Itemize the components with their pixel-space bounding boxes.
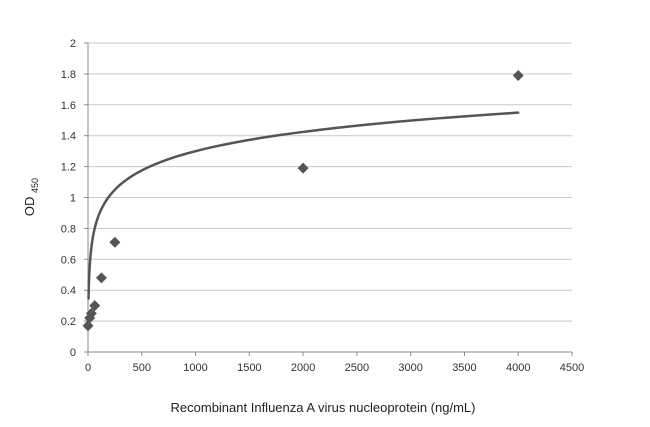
x-axis-title: Recombinant Influenza A virus nucleoprot… [171,400,476,415]
trendline [87,111,520,300]
y-tick-label-1.4: 1.4 [61,131,76,143]
y-tick-label-1: 1 [70,193,76,205]
x-tick-label-500: 500 [133,362,151,374]
y-axis-title-main: OD [22,197,37,217]
y-tick-label-0.8: 0.8 [61,223,76,235]
y-tick-label-1.8: 1.8 [61,69,76,81]
y-tick-label-0.6: 0.6 [61,254,76,266]
x-tick-label-4500: 4500 [560,362,584,374]
y-tick-label-0.4: 0.4 [61,285,76,297]
data-point-0-3 [89,300,101,312]
data-point-0-4 [95,272,107,284]
y-tick-label-0.2: 0.2 [61,316,76,328]
data-points [82,69,524,332]
data-point-0-2 [85,307,97,319]
x-tick-label-3500: 3500 [452,362,476,374]
x-tick-label-2500: 2500 [345,362,369,374]
y-tick-label-1.6: 1.6 [61,100,76,112]
y-axis-title-subscript: 450 [30,178,40,193]
y-tick-labels: 0 0.2 0.4 0.6 0.8 1 1.2 1.4 1.6 1.8 2 [61,38,88,359]
x-tick-labels: 0 500 1000 1500 2000 2500 3000 3500 4000 4500 [85,352,584,374]
data-point-0-7 [512,69,524,81]
x-tick-label-4000: 4000 [506,362,530,374]
y-tick-label-0: 0 [70,347,76,359]
x-tick-label-2000: 2000 [291,362,315,374]
grid-lines [88,42,572,322]
trendline-group [87,111,520,300]
y-tick-label-2: 2 [70,38,76,50]
x-tick-label-1500: 1500 [237,362,261,374]
x-tick-label-3000: 3000 [398,362,422,374]
data-point-0-0 [82,320,94,332]
data-point-0-6 [297,162,309,174]
x-tick-label-0: 0 [85,362,91,374]
y-axis-title: OD 450 [22,178,40,216]
x-tick-label-1000: 1000 [183,362,207,374]
data-point-0-5 [109,236,121,248]
y-tick-label-1.2: 1.2 [61,162,76,174]
